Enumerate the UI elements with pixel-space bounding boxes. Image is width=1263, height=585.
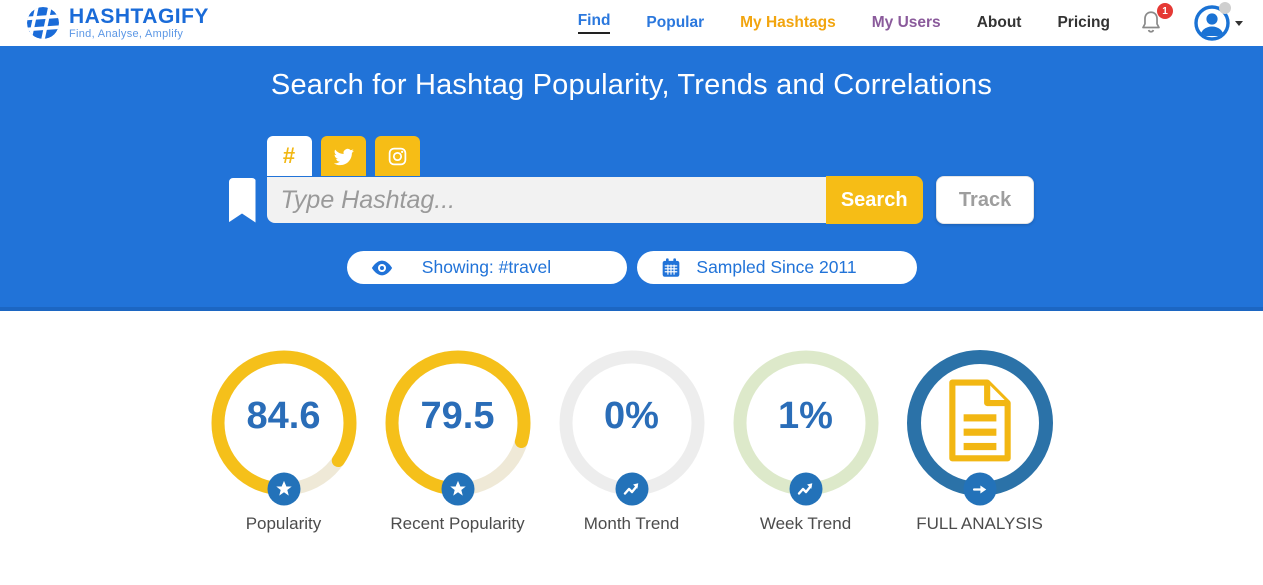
recent-popularity-value: 79.5: [420, 394, 495, 437]
hero-section: Search for Hashtag Popularity, Trends an…: [0, 46, 1263, 311]
tab-twitter[interactable]: [320, 136, 366, 176]
nav-item-my-hashtags[interactable]: My Hashtags: [740, 14, 836, 31]
sampled-label: Sampled Since 2011: [696, 257, 857, 277]
search-bar: Search Track: [228, 176, 1035, 224]
track-button[interactable]: Track: [935, 176, 1035, 224]
star-icon: [441, 472, 474, 506]
avatar-icon: [1194, 5, 1230, 41]
twitter-icon: [332, 145, 354, 167]
network-tabs: #: [266, 136, 1035, 176]
chevron-down-icon: [1235, 20, 1243, 26]
metrics-row: 84.6 Popularity 79.5 Recent Popularity: [0, 348, 1263, 534]
metric-month-trend[interactable]: 0% Month Trend: [545, 348, 719, 534]
top-navbar: HASHTAGIFY Find, Analyse, Amplify Find P…: [0, 0, 1263, 46]
notification-badge: 1: [1157, 3, 1173, 19]
sampled-pill[interactable]: Sampled Since 2011: [636, 251, 917, 284]
document-icon: [944, 377, 1016, 463]
nav-links: Find Popular My Hashtags My Users About …: [577, 12, 1110, 34]
arrow-right-icon: [963, 472, 996, 506]
month-trend-value: 0%: [604, 394, 659, 437]
hashtagify-logo[interactable]: HASHTAGIFY Find, Analyse, Amplify: [24, 5, 209, 41]
full-analysis-label: FULL ANALYSIS: [916, 514, 1043, 533]
nav-item-pricing[interactable]: Pricing: [1057, 14, 1110, 31]
showing-pill[interactable]: Showing: #travel: [346, 251, 627, 284]
metric-full-analysis[interactable]: FULL ANALYSIS: [893, 348, 1067, 534]
hashtagify-logo-icon: [24, 5, 62, 41]
page-title: Search for Hashtag Popularity, Trends an…: [270, 69, 993, 101]
star-icon: [267, 472, 300, 506]
search-button[interactable]: Search: [825, 176, 923, 224]
brand-tagline: Find, Analyse, Amplify: [69, 28, 184, 40]
popularity-value: 84.6: [246, 394, 321, 437]
notifications-button[interactable]: 1: [1138, 3, 1173, 37]
metric-week-trend[interactable]: 1% Week Trend: [719, 348, 893, 534]
calendar-icon: [661, 257, 681, 278]
status-pills: Showing: #travel: [229, 251, 1035, 284]
week-trend-label: Week Trend: [759, 514, 852, 533]
month-trend-label: Month Trend: [583, 514, 680, 533]
hash-icon: #: [282, 143, 296, 168]
popularity-label: Popularity: [245, 514, 322, 533]
nav-item-my-users[interactable]: My Users: [871, 14, 941, 31]
nav-item-find[interactable]: Find: [577, 12, 611, 34]
nav-item-popular[interactable]: Popular: [646, 14, 705, 31]
tab-instagram[interactable]: [374, 136, 420, 176]
week-trend-value: 1%: [778, 394, 833, 437]
eye-icon: [371, 259, 393, 276]
nav-item-about[interactable]: About: [976, 14, 1022, 31]
metric-popularity[interactable]: 84.6 Popularity: [197, 348, 371, 534]
status-dot: [1219, 2, 1231, 14]
showing-label: Showing: #travel: [421, 257, 552, 277]
trend-icon: [789, 472, 822, 506]
hashtag-search-input[interactable]: [266, 177, 826, 223]
recent-popularity-label: Recent Popularity: [390, 514, 525, 533]
account-menu[interactable]: [1194, 2, 1243, 41]
instagram-icon: [387, 146, 408, 167]
brand-name: HASHTAGIFY: [69, 5, 209, 28]
bookmark-icon[interactable]: [228, 177, 256, 223]
tab-hashtag[interactable]: #: [266, 136, 312, 176]
metric-recent-popularity[interactable]: 79.5 Recent Popularity: [371, 348, 545, 534]
search-area: #: [228, 136, 1035, 284]
trend-icon: [615, 472, 648, 506]
bell-icon: [1138, 9, 1164, 37]
